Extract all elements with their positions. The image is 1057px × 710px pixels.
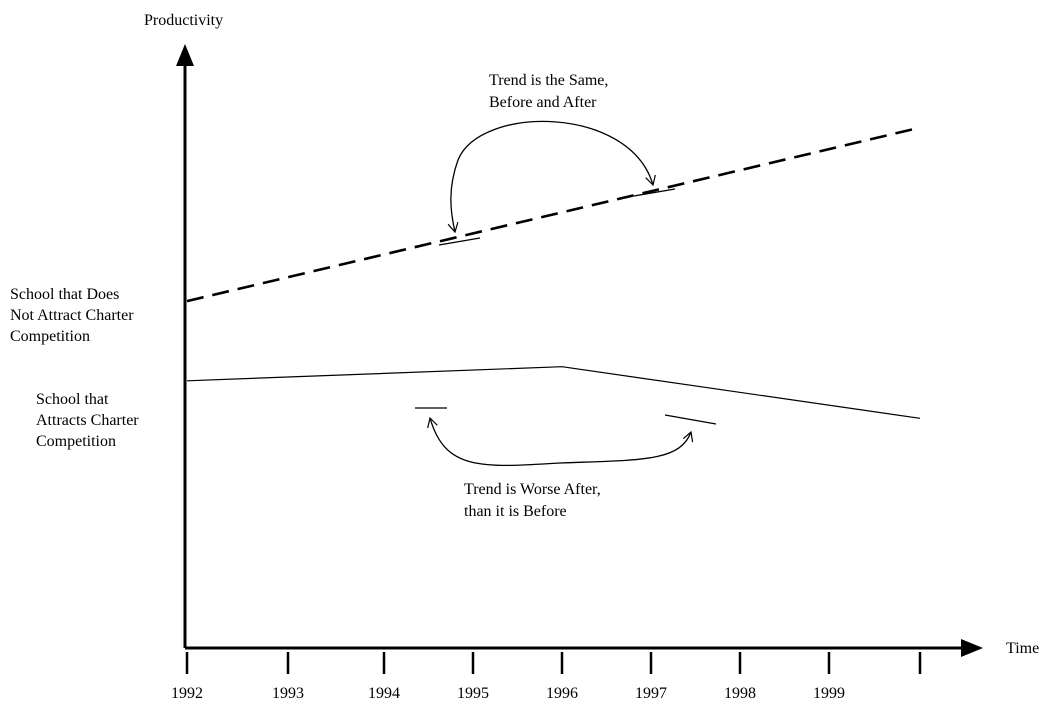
x-tick-label-1992: 1992 bbox=[171, 685, 203, 702]
slope-marker-before-top bbox=[438, 237, 481, 246]
series-label-dashed: School that Does Not Attract Charter Com… bbox=[10, 286, 138, 345]
curved-arrow-top bbox=[447, 120, 656, 234]
series-lines bbox=[186, 126, 921, 419]
series-label-dashed-line-1: School that Does bbox=[10, 286, 119, 303]
series-label-dashed-line-2: Not Attract Charter bbox=[10, 307, 134, 324]
series-label-solid: School that Attracts Charter Competition bbox=[36, 391, 143, 450]
slope-marker-after-bottom bbox=[664, 414, 717, 425]
x-ticks: 1992 1993 1994 1995 1996 1997 1998 1999 bbox=[171, 652, 922, 702]
annotation-trend-same: Trend is the Same, Before and After bbox=[489, 72, 612, 111]
y-axis-title: Productivity bbox=[144, 12, 223, 29]
series-label-solid-line-2: Attracts Charter bbox=[36, 412, 139, 429]
x-tick-label-1993: 1993 bbox=[272, 685, 304, 702]
x-tick-label-1998: 1998 bbox=[724, 685, 756, 702]
y-axis-arrowhead bbox=[176, 44, 194, 66]
curved-arrow-bottom bbox=[427, 416, 694, 467]
x-tick-label-1995: 1995 bbox=[457, 685, 489, 702]
series-line-dashed bbox=[186, 126, 921, 303]
annotation-trend-worse-line-1: Trend is Worse After, bbox=[464, 481, 601, 498]
x-axis-arrowhead bbox=[961, 639, 983, 657]
x-tick-label-1997: 1997 bbox=[635, 685, 667, 702]
x-tick-label-1994: 1994 bbox=[368, 685, 400, 702]
annotation-trend-worse-line-2: than it is Before bbox=[464, 503, 567, 520]
x-tick-label-1999: 1999 bbox=[813, 685, 845, 702]
series-label-solid-line-3: Competition bbox=[36, 433, 116, 450]
annotation-trend-same-line-1: Trend is the Same, bbox=[489, 72, 608, 89]
series-line-solid bbox=[186, 366, 921, 419]
annotation-trend-same-line-2: Before and After bbox=[489, 94, 597, 111]
x-tick-label-1996: 1996 bbox=[546, 685, 578, 702]
series-label-solid-line-1: School that bbox=[36, 391, 109, 408]
series-label-dashed-line-3: Competition bbox=[10, 328, 90, 345]
x-axis-title: Time bbox=[1006, 640, 1039, 657]
annotation-trend-worse: Trend is Worse After, than it is Before bbox=[464, 481, 605, 520]
